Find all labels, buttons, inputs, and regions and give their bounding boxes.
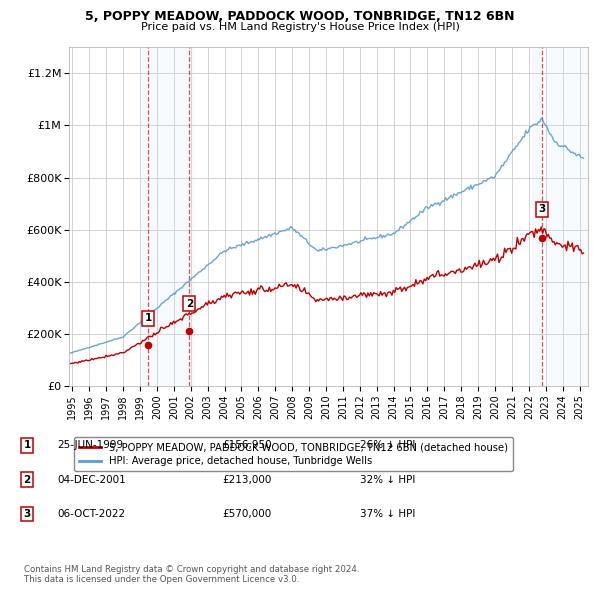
Text: 3: 3 [538,204,545,214]
Text: 5, POPPY MEADOW, PADDOCK WOOD, TONBRIDGE, TN12 6BN: 5, POPPY MEADOW, PADDOCK WOOD, TONBRIDGE… [85,10,515,23]
Text: 37% ↓ HPI: 37% ↓ HPI [360,509,415,519]
Text: 32% ↓ HPI: 32% ↓ HPI [360,475,415,484]
Text: £156,950: £156,950 [222,441,272,450]
Text: 06-OCT-2022: 06-OCT-2022 [57,509,125,519]
Text: 04-DEC-2001: 04-DEC-2001 [57,475,126,484]
Bar [140,47,195,386]
Text: 26% ↓ HPI: 26% ↓ HPI [360,441,415,450]
Text: 25-JUN-1999: 25-JUN-1999 [57,441,123,450]
Text: £213,000: £213,000 [222,475,271,484]
Text: 1: 1 [23,441,31,450]
Legend: 5, POPPY MEADOW, PADDOCK WOOD, TONBRIDGE, TN12 6BN (detached house), HPI: Averag: 5, POPPY MEADOW, PADDOCK WOOD, TONBRIDGE… [74,437,513,471]
Text: 2: 2 [23,475,31,484]
Text: 3: 3 [23,509,31,519]
Bar [532,47,588,386]
Text: Contains HM Land Registry data © Crown copyright and database right 2024.
This d: Contains HM Land Registry data © Crown c… [24,565,359,584]
Text: £570,000: £570,000 [222,509,271,519]
Text: 2: 2 [186,299,193,309]
Text: Price paid vs. HM Land Registry's House Price Index (HPI): Price paid vs. HM Land Registry's House … [140,22,460,32]
Text: 1: 1 [145,313,152,323]
